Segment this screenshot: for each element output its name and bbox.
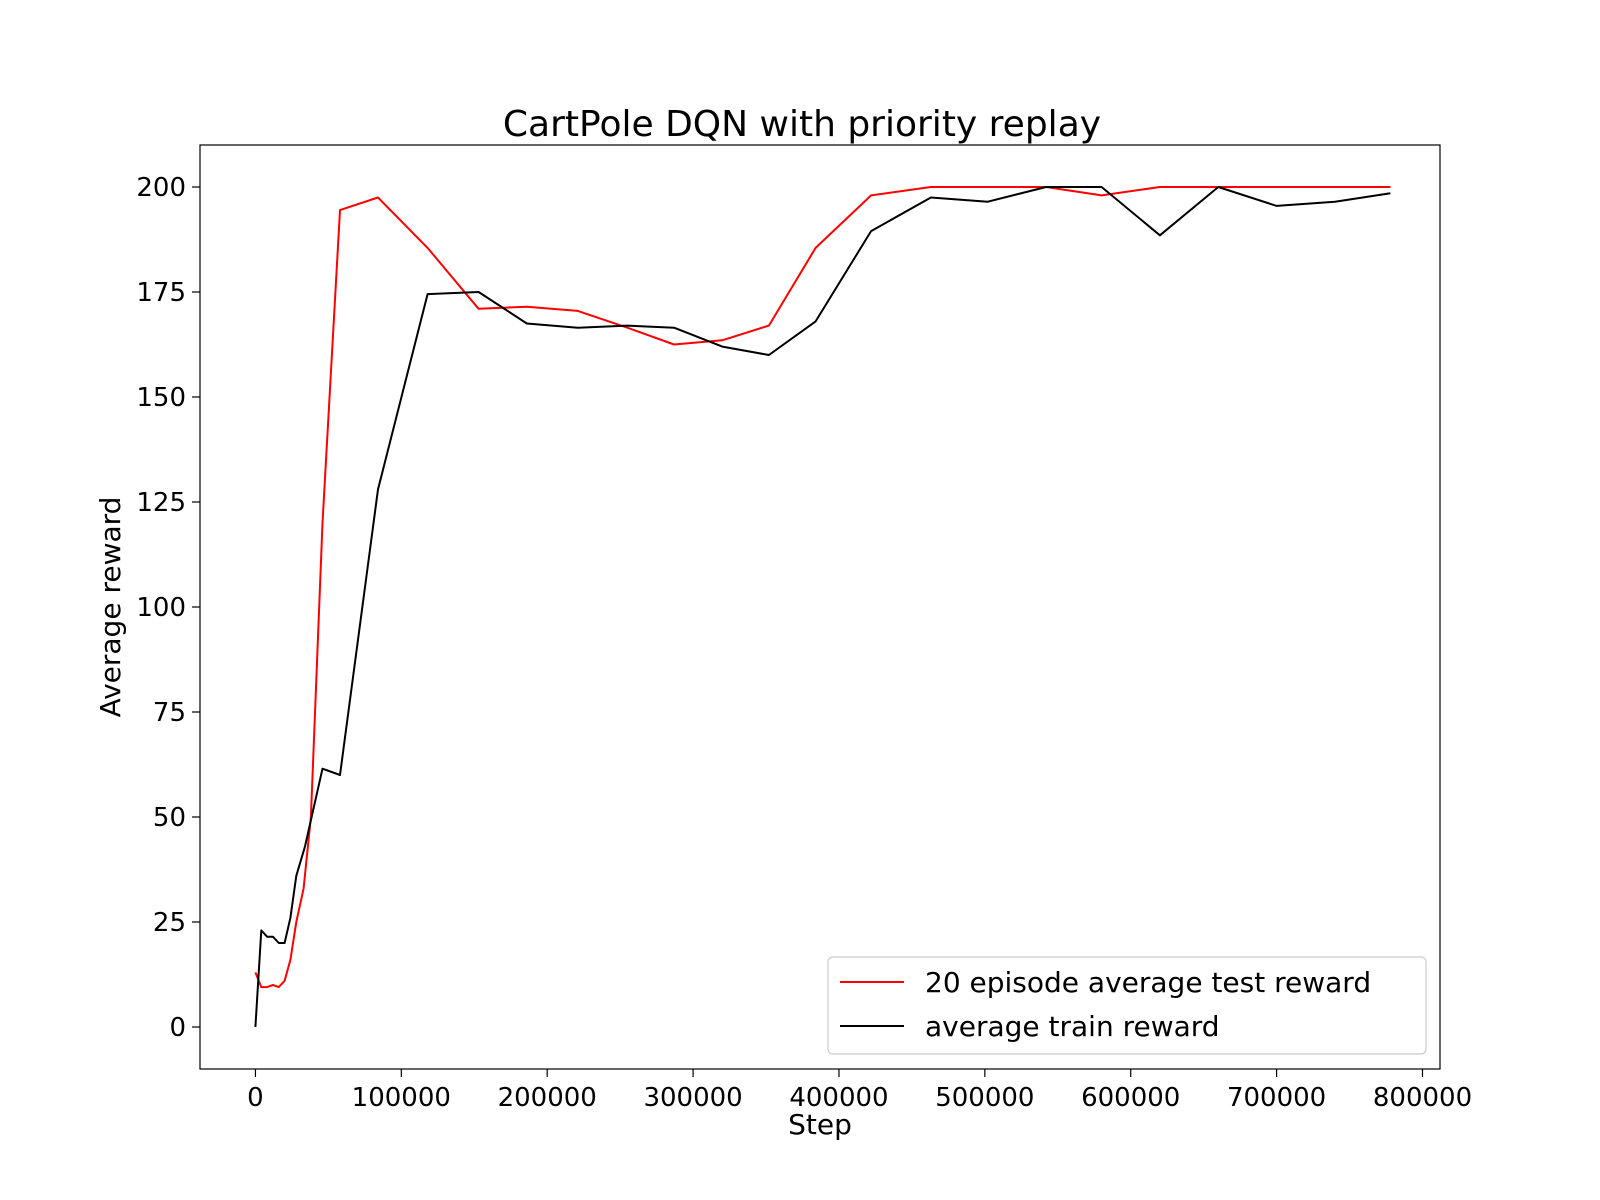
x-tick-label: 100000 [352,1083,451,1113]
series-line-train-reward [254,186,1391,1028]
x-tick-label: 400000 [789,1083,888,1113]
x-axis: 0 100000 200000 300000 400000 500000 600000 700… [247,1069,1472,1113]
y-tick-label: 125 [136,488,186,518]
x-tick-label: 700000 [1227,1083,1326,1113]
y-tick-label: 0 [169,1013,186,1043]
series-lines [254,186,1391,1028]
y-tick-label: 200 [136,173,186,203]
legend-label-train-reward: average train reward [925,1010,1220,1043]
x-tick-label: 200000 [498,1083,597,1113]
y-tick-label: 100 [136,593,186,623]
x-tick-label: 500000 [935,1083,1034,1113]
plot-area-frame [199,144,1441,1070]
y-tick-label: 25 [153,908,186,938]
y-tick-label: 75 [153,698,186,728]
legend-label-test-reward: 20 episode average test reward [925,966,1371,999]
y-axis: 0 25 50 75 100 125 150 175 200 [136,173,200,1043]
legend: 20 episode average test reward average t… [827,956,1427,1055]
x-tick-label: 300000 [643,1083,742,1113]
x-tick-label: 600000 [1081,1083,1180,1113]
chart-title: CartPole DQN with priority replay [503,104,1101,145]
x-axis-label: Step [788,1108,852,1141]
y-tick-label: 50 [153,803,186,833]
y-axis-label: Average reward [94,497,127,718]
series-line-test-reward [254,186,1391,989]
x-tick-label: 800000 [1373,1083,1472,1113]
y-tick-label: 175 [136,278,186,308]
legend-frame [827,956,1427,1055]
y-tick-label: 150 [136,383,186,413]
x-tick-label: 0 [247,1083,264,1113]
